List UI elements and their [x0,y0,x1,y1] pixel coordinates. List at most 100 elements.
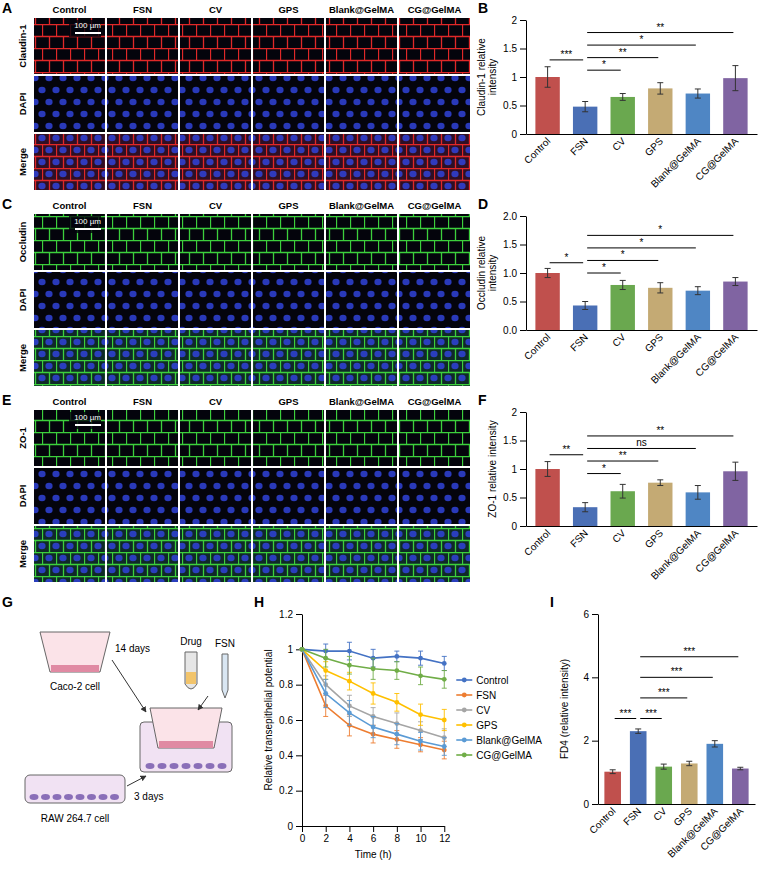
tick: 10 [415,826,427,844]
tick-label: 2 [323,833,329,844]
error-bar [610,770,616,774]
tick-mark [520,273,526,274]
legend-item: CV [456,705,490,716]
legend-label: CG@GelMA [476,750,532,761]
tick-label: CG@GelMA [693,135,740,182]
tick-mark [520,245,526,246]
micrograph-tile [399,134,470,190]
bar [723,282,747,330]
cell [53,794,62,800]
error-bar [657,480,663,486]
tick-mark [592,614,598,615]
axis-title: Occludin relativeintensity [476,236,498,310]
point [300,647,305,652]
micrograph-tile [399,330,470,386]
axis-title-line: Claudin-1 relative [476,38,487,116]
significance-label: * [602,262,606,273]
tick-label: 0 [511,129,517,140]
y-axis: 0.00.51.01.52.0 [503,211,526,336]
row-label: Merge [17,148,28,176]
point [347,711,352,716]
legend-item: CG@GelMA [456,750,532,761]
significance-label: * [640,237,644,248]
micrograph-tile [34,18,105,74]
tick: CG@GelMA [698,805,745,852]
tick-mark [592,804,598,805]
micrograph-tile [107,214,178,270]
arrow [112,660,146,712]
axis-title-line: intensity [487,255,498,292]
column-label: GPS [278,396,298,407]
tick-label: CG@GelMA [693,331,740,378]
tick-label: FSN [568,527,590,549]
bar [681,763,698,804]
micrograph-tile [326,134,397,190]
tick: 0 [583,799,598,810]
error-bar [545,268,551,277]
tick: Control [522,331,553,362]
micrograph-tile [180,272,251,328]
tick-label: 0.2 [279,785,293,796]
error-bar [394,651,399,662]
error-bar [371,683,376,704]
micrograph-tile [180,410,251,466]
cell [206,763,215,769]
error-bar [442,709,447,730]
micrograph-tile [34,468,105,524]
tick: 0.4 [279,750,302,761]
micrograph-tile [326,18,397,74]
significance-label: ** [562,444,570,455]
tick: 0 [511,521,526,532]
tick-label: CG@GelMA [693,527,740,574]
row-label: Merge [17,344,28,372]
significance-label: * [602,59,606,70]
micrograph-tile [253,272,324,328]
point [347,663,352,668]
tick: 2 [511,407,526,418]
point [300,647,305,652]
tick: GPS [671,805,694,828]
error-bar [394,724,399,745]
tick: FSN [568,331,590,353]
plot: 0246ControlFSNCVGPSBlank@GelMACG@GelMA**… [583,609,755,860]
tick: 0.2 [279,785,302,796]
tick: CG@GelMA [693,331,740,378]
row-label: Merge [17,540,28,568]
tick-label: 0 [583,799,589,810]
tick-mark [520,330,526,331]
tick-label: GPS [643,527,666,550]
x-axis: ControlFSNCVGPSBlank@GelMACG@GelMA [522,331,758,386]
tick-label: 10 [415,833,427,844]
tick-mark [326,826,327,832]
tick-label: FSN [568,331,590,353]
point [442,661,447,666]
tick: 12 [439,826,451,844]
point [394,700,399,705]
point [371,691,376,696]
error-bar [620,484,626,498]
panel-letter: A [2,0,12,16]
legend-marker [462,723,467,728]
series-line [302,649,444,737]
tick-label: GPS [643,331,666,354]
panel-letter: B [478,0,488,16]
tick: 1.2 [279,609,302,620]
column-label: Blank@GelMA [329,396,394,407]
legend-item: Control [456,675,508,686]
column-label: CV [209,396,223,407]
tick: 1 [511,464,526,475]
error-bar [394,662,399,680]
significance-label: ns [636,437,647,448]
tick: 1 [511,72,526,83]
micrograph-tile [34,272,105,328]
tick: 0.0 [503,325,526,336]
error-bar [418,667,423,685]
plot: 00.511.52ControlFSNCVGPSBlank@GelMACG@Ge… [503,407,757,582]
scale-bar-label: 100 µm [74,217,101,226]
cell [110,794,119,800]
error-bar [418,732,423,750]
micrograph-tile [253,18,324,74]
tick: 0.6 [279,715,302,726]
panel-letter: D [478,196,488,212]
tick-mark [397,826,398,832]
